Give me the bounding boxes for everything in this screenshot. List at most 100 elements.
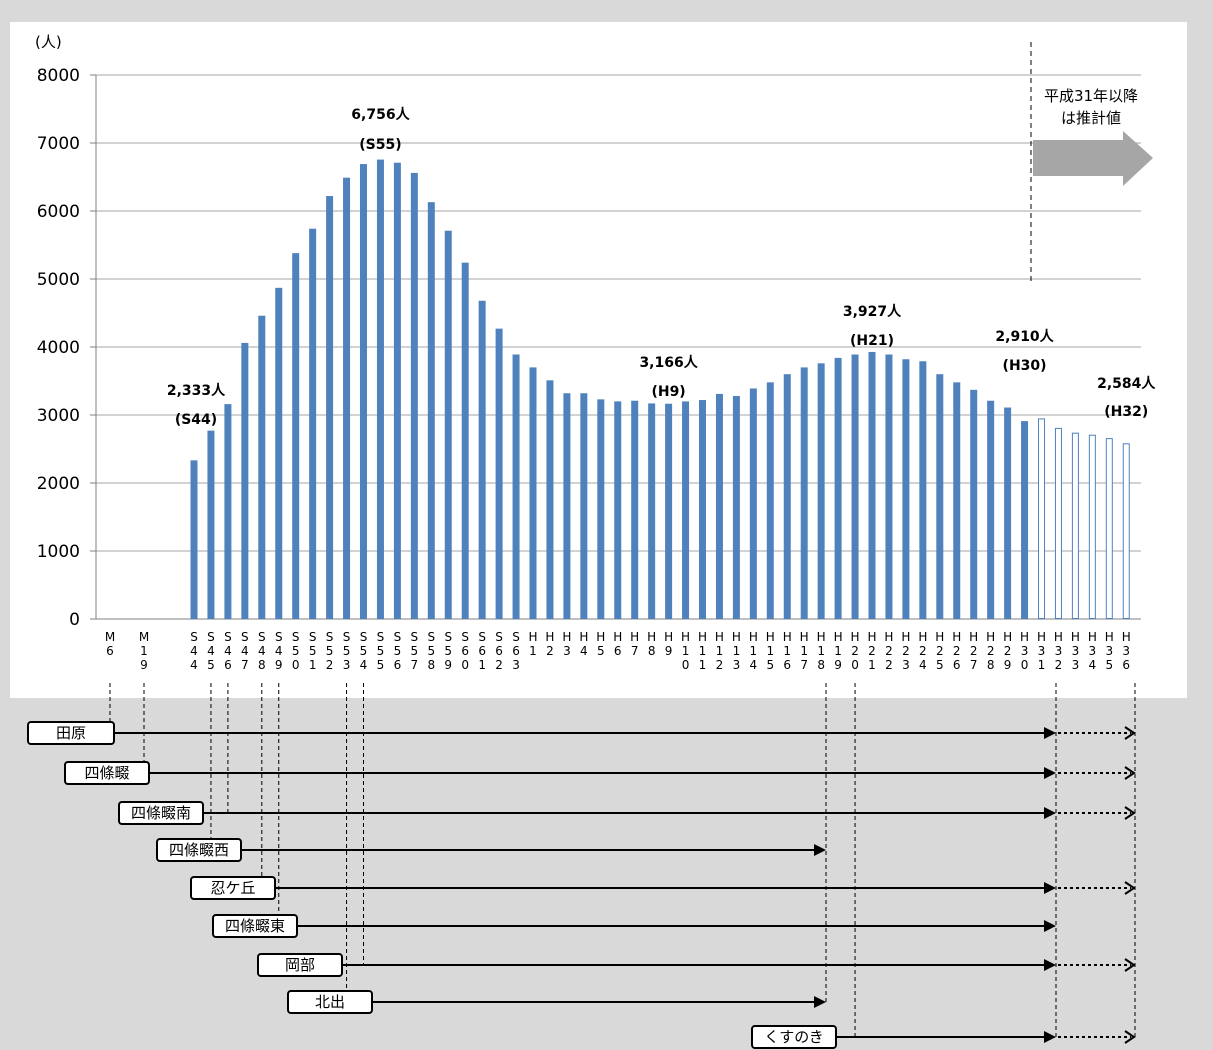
x-tick-label: 1 (750, 644, 758, 658)
x-tick-label: H (596, 630, 605, 644)
bar (970, 389, 978, 619)
x-tick-label: S (292, 630, 300, 644)
x-tick-label: 3 (1021, 644, 1029, 658)
x-tick-label: H (732, 630, 741, 644)
x-tick-label: 7 (241, 658, 249, 672)
bar (461, 262, 469, 619)
bar (800, 367, 808, 619)
bar (478, 300, 486, 619)
bar (817, 363, 825, 619)
timeline-arrowhead (1044, 920, 1056, 932)
x-tick-label: 7 (970, 658, 978, 672)
x-tick-label: S (377, 630, 385, 644)
bar (1004, 407, 1012, 619)
bar (580, 393, 588, 619)
bar-chart: 010002000300040005000600070008000(人)M6M1… (35, 33, 1156, 672)
x-tick-label: H (851, 630, 860, 644)
timeline-projected-arrowhead (1124, 806, 1136, 820)
x-tick-label: H (834, 630, 843, 644)
x-tick-label: 6 (461, 644, 469, 658)
x-tick-label: 5 (377, 644, 385, 658)
y-tick-label: 0 (69, 610, 80, 630)
x-tick-label: 1 (766, 644, 774, 658)
x-tick-label: 3 (563, 644, 571, 658)
bar (224, 404, 232, 619)
x-tick-label: 5 (326, 644, 334, 658)
x-tick-label: H (698, 630, 707, 644)
bar (715, 393, 723, 619)
x-tick-label: 4 (1089, 658, 1097, 672)
x-tick-label: 5 (597, 644, 605, 658)
x-tick-label: 2 (716, 658, 724, 672)
school-name: 田原 (55, 724, 86, 742)
x-tick-label: 1 (733, 644, 741, 658)
x-tick-label: 4 (190, 644, 198, 658)
bar (783, 374, 791, 619)
data-annotation-era: (H30) (1003, 358, 1047, 374)
timeline-arrowhead (1044, 1031, 1056, 1043)
x-tick-label: H (664, 630, 673, 644)
data-annotation-value: 3,927人 (843, 303, 902, 320)
x-tick-label: H (901, 630, 910, 644)
timeline-arrowhead (1044, 727, 1056, 739)
x-tick-label: H (647, 630, 656, 644)
y-tick-label: 1000 (37, 542, 80, 562)
projected-bar (1038, 418, 1045, 619)
x-tick-label: 1 (309, 658, 317, 672)
data-annotation-value: 2,584人 (1097, 375, 1156, 392)
bar (648, 403, 656, 619)
x-tick-label: 2 (495, 658, 503, 672)
school-name: 北出 (314, 993, 345, 1011)
bar (241, 342, 249, 619)
projected-bar (1105, 438, 1113, 619)
x-tick-label: H (1071, 630, 1080, 644)
bar (682, 401, 690, 619)
x-tick-label: 1 (529, 644, 537, 658)
school-label-box: 忍ケ丘 (190, 876, 276, 900)
x-tick-label: 2 (885, 644, 893, 658)
timeline-projected-arrowhead (1124, 958, 1136, 972)
bar (868, 351, 876, 619)
data-annotation-era: (S55) (359, 137, 401, 153)
timeline-arrowhead (814, 996, 826, 1008)
x-tick-label: H (562, 630, 571, 644)
x-tick-label: H (681, 630, 690, 644)
x-tick-label: 1 (817, 644, 825, 658)
school-name: 岡部 (284, 956, 315, 974)
x-tick-label: H (884, 630, 893, 644)
x-tick-label: 3 (733, 658, 741, 672)
x-tick-label: 2 (919, 644, 927, 658)
x-tick-label: 5 (207, 658, 215, 672)
projection-note: は推計値 (1061, 109, 1121, 127)
x-tick-label: 1 (478, 658, 486, 672)
projected-bar (1122, 443, 1130, 619)
x-tick-label: 1 (699, 644, 707, 658)
school-name: 四條畷東 (224, 917, 285, 935)
data-annotation-value: 2,910人 (995, 328, 1054, 345)
y-unit-label: (人) (35, 33, 62, 51)
x-tick-label: 8 (258, 658, 266, 672)
x-tick-label: S (207, 630, 215, 644)
x-tick-label: 8 (817, 658, 825, 672)
data-annotation-era: (H21) (850, 333, 894, 349)
bar (360, 164, 367, 619)
x-tick-label: 0 (682, 658, 690, 672)
timeline-arrowhead (1044, 959, 1056, 971)
x-tick-label: 5 (427, 644, 435, 658)
bar (343, 177, 351, 619)
x-tick-label: 4 (275, 644, 283, 658)
x-tick-label: 3 (1089, 644, 1097, 658)
projected-bar (1071, 432, 1079, 619)
x-tick-label: H (783, 630, 792, 644)
x-tick-label: S (427, 630, 435, 644)
bar (529, 367, 537, 619)
x-tick-label: 4 (224, 644, 232, 658)
school-label-box: 四條畷南 (118, 801, 204, 825)
bar (851, 354, 859, 619)
x-tick-label: 1 (716, 644, 724, 658)
y-tick-label: 4000 (37, 338, 80, 358)
x-tick-label: 2 (936, 644, 944, 658)
bar (936, 374, 944, 619)
x-tick-label: S (309, 630, 317, 644)
data-annotation-value: 2,333人 (167, 382, 226, 399)
